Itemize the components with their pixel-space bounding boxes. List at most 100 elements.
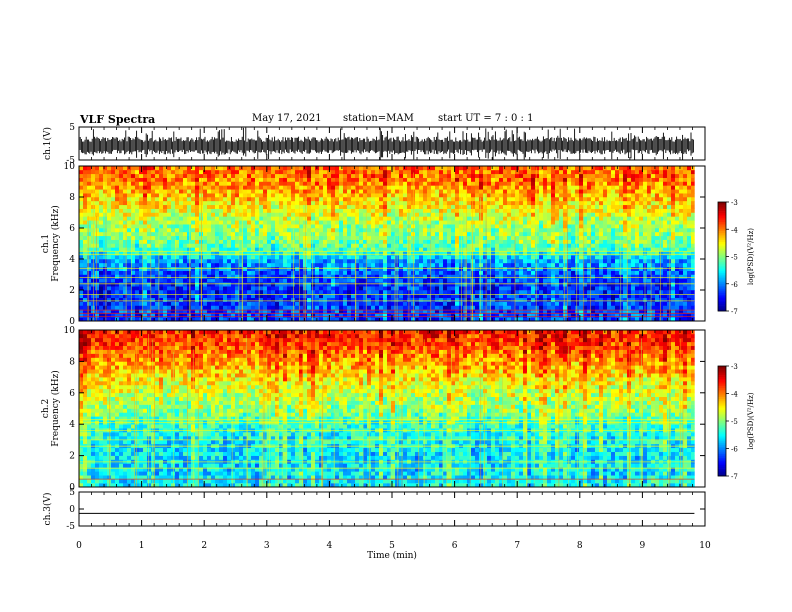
ch1-spectrogram-cell: [183, 169, 188, 175]
ch1-spectrogram-cell: [179, 278, 184, 283]
ch1-spectrogram-cell: [307, 309, 312, 314]
ch1-spectrogram-cell: [91, 305, 96, 310]
ch1-spectrogram-cell: [175, 173, 180, 178]
ch1-spectrogram-cell: [383, 270, 388, 275]
ch1-spectrogram-cell: [223, 208, 228, 213]
ch1-spectrogram-cell: [155, 266, 160, 271]
ch1-spectrogram-cell: [403, 177, 408, 182]
ch1-spectrogram-cell: [215, 317, 220, 322]
ch1-spectrogram-cell: [367, 208, 372, 213]
ch1-spectrogram-cell: [355, 208, 360, 213]
ch1-spectrogram-cell: [479, 247, 484, 252]
ch1-spectrogram-cell: [491, 200, 496, 206]
ch1-spectrogram-cell: [391, 166, 396, 171]
ch1-spectrogram-cell: [339, 231, 344, 237]
ch1-spectrogram-cell: [447, 274, 452, 279]
ch1-spectrogram-cell: [439, 169, 444, 175]
ch1-spectrogram-cell: [455, 286, 460, 291]
ch1-spectrogram-cell: [439, 212, 444, 217]
ch1-spectrogram-cell: [479, 301, 484, 306]
ch1-spectrogram-cell: [175, 235, 180, 240]
ch1-spectrogram-cell: [259, 189, 264, 194]
ch1-spectrogram-cell: [227, 313, 232, 318]
ch1-spectrogram-cell: [91, 259, 96, 264]
ch1-spectrogram-cell: [195, 231, 200, 237]
ch1-spectrogram-cell: [275, 231, 280, 237]
ch1-spectrogram-cell: [455, 177, 460, 182]
ch1-spectrogram-cell: [291, 169, 296, 175]
ch1-spectrogram-cell: [183, 262, 188, 268]
ch1-spectrogram-cell: [315, 305, 320, 310]
ch1-spectrogram-cell: [287, 278, 292, 283]
ch1-spectrogram-cell: [115, 231, 120, 237]
ch1-spectrogram-cell: [359, 200, 364, 206]
ch1-spectrogram-cell: [203, 204, 208, 209]
ch1-spectrogram-cell: [367, 301, 372, 306]
ch1-spectrogram-cell: [227, 204, 232, 209]
ch1-spectrogram-cell: [223, 166, 228, 171]
ch1-spectrogram-cell: [383, 212, 388, 217]
ch1-spectrogram-cell: [299, 301, 304, 306]
ch1-spectrogram-cell: [503, 181, 508, 186]
ch1-spectrogram-cell: [223, 193, 228, 198]
ch1-spectrogram-cell: [331, 189, 336, 194]
ch1-spectrogram-cell: [195, 224, 200, 229]
ch1-spectrogram-cell: [483, 173, 488, 178]
ch1-spectrogram-cell: [287, 274, 292, 279]
ch1-spectrogram-cell: [335, 169, 340, 175]
ch1-spectrogram-cell: [215, 189, 220, 194]
ch1-spectrogram-cell: [167, 255, 172, 260]
ch1-spectrogram-cell: [243, 228, 248, 233]
ch1-spectrogram-cell: [179, 208, 184, 213]
ch1-spectrogram-cell: [443, 204, 448, 209]
ch1-spectrogram-cell: [231, 166, 236, 171]
ch1-spectrogram-cell: [323, 224, 328, 229]
ch1-spectrogram-cell: [371, 293, 376, 299]
ch1-spectrogram-cell: [227, 286, 232, 291]
ch1-spectrogram-cell: [435, 235, 440, 240]
ch1-spectrogram-cell: [79, 274, 84, 279]
ch1-spectrogram-cell: [287, 255, 292, 260]
ch1-spectrogram-cell: [123, 317, 128, 322]
ch1-spectrogram-cell: [479, 204, 484, 209]
ch1-spectrogram-cell: [387, 247, 392, 252]
ch1-spectrogram-cell: [347, 259, 352, 264]
ch1-spectrogram-cell: [491, 231, 496, 237]
ch1-spectrogram-cell: [495, 251, 500, 256]
ch1-spectrogram-cell: [251, 173, 256, 178]
ch1-spectrogram-cell: [451, 200, 456, 206]
ch1-spectrogram-cell: [87, 185, 92, 190]
ch1-spectrogram-cell: [279, 208, 284, 213]
ch1-spectrogram-cell: [495, 247, 500, 252]
ch1-spectrogram-cell: [399, 235, 404, 240]
ch1-spectrogram-cell: [211, 243, 216, 248]
ch1-spectrogram-cell: [507, 274, 512, 279]
ch1-spectrogram-cell: [323, 216, 328, 221]
ch1-spectrogram-cell: [199, 173, 204, 178]
ch1-spectrogram-cell: [439, 200, 444, 206]
ch1-spectrogram-cell: [163, 313, 168, 318]
ch1-spectrogram-cell: [483, 266, 488, 271]
ch1-spectrogram-cell: [507, 228, 512, 233]
ch1-spectrogram-cell: [115, 247, 120, 252]
ch1-spectrogram-cell: [355, 204, 360, 209]
ch1-spectrogram-cell: [83, 290, 88, 295]
ch1-spectrogram-cell: [403, 239, 408, 244]
ch1-spectrogram-cell: [115, 224, 120, 229]
ch1-spectrogram-cell: [167, 208, 172, 213]
ch1-spectrogram-cell: [119, 301, 124, 306]
ch1-spectrogram-cell: [307, 301, 312, 306]
ch1-spectrogram-cell: [439, 317, 444, 322]
ch1-spectrogram-cell: [487, 224, 492, 229]
ch1-spectrogram-cell: [175, 297, 180, 302]
ch1-spectrogram-cell: [247, 220, 252, 225]
ch1-spectrogram-cell: [155, 255, 160, 260]
ch1-spectrogram-cell: [435, 290, 440, 295]
ch1-spectrogram-cell: [203, 216, 208, 221]
ch1-spectrogram-cell: [419, 317, 424, 322]
ch1-spectrogram-cell: [487, 266, 492, 271]
ch1-spectrogram-cell: [235, 166, 240, 171]
ch1-spectrogram-cell: [287, 282, 292, 287]
ch1-spectrogram-cell: [419, 247, 424, 252]
ch1-spectrogram-cell: [191, 243, 196, 248]
